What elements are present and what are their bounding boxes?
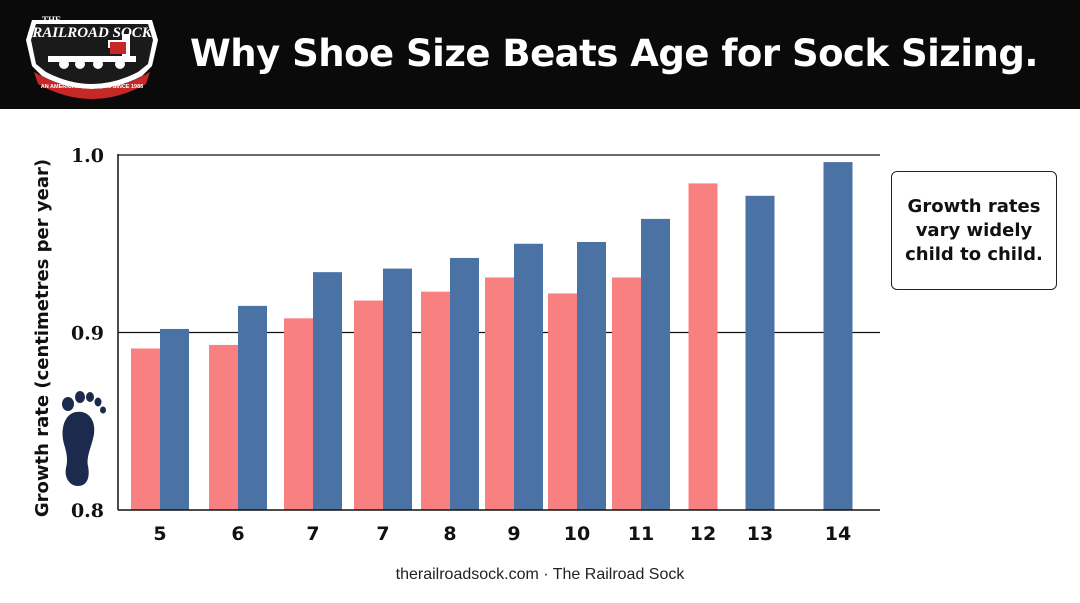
logo-top-text: THE (42, 15, 61, 25)
x-tick-label: 5 (153, 523, 166, 545)
footer-credit: therailroadsock.com · The Railroad Sock (395, 566, 685, 583)
y-tick-label: 0.9 (71, 323, 104, 345)
bar-series-b-2 (313, 272, 342, 510)
bar-series-b-6 (577, 241, 606, 510)
x-tick-label: 14 (825, 523, 851, 545)
callout-note: Growth rates vary widely child to child. (891, 171, 1057, 290)
callout-line-2: vary widely (915, 219, 1033, 241)
bar-series-a-4 (421, 291, 450, 510)
x-tick-label: 6 (231, 523, 244, 545)
axes (117, 154, 880, 511)
x-tick-label: 11 (628, 523, 654, 545)
bar-series-b-0 (160, 328, 189, 510)
callout-line-1: Growth rates (907, 195, 1041, 217)
y-tick-label: 1.0 (71, 145, 104, 167)
bars (131, 162, 853, 510)
bar-series-a-2 (284, 318, 313, 510)
y-tick-label: 0.8 (71, 500, 104, 522)
bar-series-b-3 (383, 268, 412, 510)
x-tick-label: 12 (690, 523, 716, 545)
header-bar: THE RAILROAD SOCK AN AMERICAN TRADITION … (0, 0, 1080, 109)
logo-ribbon-text: AN AMERICAN TRADITION SINCE 1988 (41, 84, 143, 90)
x-tick-label: 8 (443, 523, 456, 545)
x-tick-label: 13 (747, 523, 773, 545)
footprint-icon (62, 391, 106, 486)
bar-series-a-5 (485, 277, 514, 510)
bar-series-a-6 (548, 293, 577, 510)
bar-chart: 0.8 0.9 1.0 5 6 7 7 8 9 10 11 12 13 14 Growth rate (c… (32, 145, 880, 545)
x-tick-label: 9 (507, 523, 520, 545)
bar-series-b-7 (641, 218, 670, 510)
y-axis-label: Growth rate (centimetres per year) (32, 159, 53, 517)
callout-line-3: child to child. (905, 243, 1043, 265)
logo-main-text: RAILROAD SOCK (31, 25, 153, 41)
bar-series-a-0 (131, 348, 160, 510)
bar-series-b-10 (823, 162, 853, 510)
bar-series-a-8 (688, 183, 718, 510)
bar-series-a-7 (612, 277, 641, 510)
bar-series-b-9 (745, 195, 775, 510)
x-tick-label: 7 (376, 523, 389, 545)
bar-series-b-4 (450, 257, 479, 510)
bar-series-a-3 (354, 300, 383, 510)
tick-labels: 0.8 0.9 1.0 5 6 7 7 8 9 10 11 12 13 14 (71, 145, 851, 545)
railroad-sock-logo: THE RAILROAD SOCK AN AMERICAN TRADITION … (26, 15, 158, 99)
x-tick-label: 7 (306, 523, 319, 545)
page-title: Why Shoe Size Beats Age for Sock Sizing. (190, 32, 1038, 75)
bar-series-b-5 (514, 243, 543, 510)
x-tick-label: 10 (564, 523, 590, 545)
bar-series-a-1 (209, 344, 238, 510)
bar-series-b-1 (238, 305, 267, 510)
